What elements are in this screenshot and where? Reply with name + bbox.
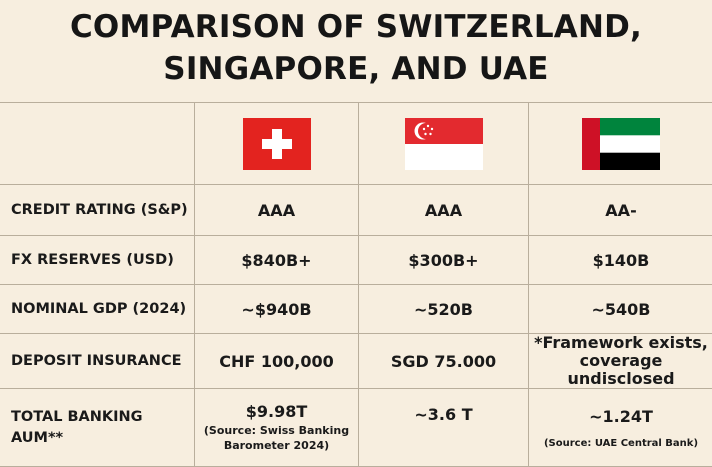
singapore-value: $300B+: [359, 236, 529, 285]
singapore-flag-cell: [359, 103, 529, 185]
singapore-value: AAA: [359, 185, 529, 236]
uae-source-note: (Source: UAE Central Bank): [529, 438, 712, 449]
switzerland-source-note: (Source: Swiss Banking Barometer 2024): [195, 423, 358, 453]
switzerland-value: AAA: [195, 185, 359, 236]
page-title: COMPARISON OF SWITZERLAND, SINGAPORE, AN…: [0, 6, 712, 90]
table-row: TOTAL BANKING AUM** $9.98T (Source: Swis…: [0, 389, 712, 467]
singapore-flag-icon: [405, 118, 483, 170]
row-label: TOTAL BANKING AUM**: [11, 407, 161, 449]
row-label: NOMINAL GDP (2024): [0, 285, 195, 334]
uae-flag-cell: [529, 103, 712, 185]
switzerland-value: CHF 100,000: [195, 334, 359, 389]
flag-row: [0, 103, 712, 185]
uae-value: *Framework exists, coverage undisclosed: [529, 334, 712, 389]
table-row: CREDIT RATING (S&P) AAA AAA AA-: [0, 185, 712, 236]
uae-value: ~540B: [529, 285, 712, 334]
switzerland-value-cell: $9.98T (Source: Swiss Banking Barometer …: [195, 389, 359, 467]
uae-value-cell: ~1.24T (Source: UAE Central Bank): [529, 389, 712, 467]
switzerland-value: ~$940B: [195, 285, 359, 334]
empty-header-cell: [0, 103, 195, 185]
row-label: CREDIT RATING (S&P): [0, 185, 195, 236]
title-line-2: SINGAPORE, AND UAE: [0, 48, 712, 90]
uae-value: ~1.24T: [589, 407, 653, 426]
singapore-value-cell: ~3.6 T: [359, 389, 529, 467]
singapore-value: ~3.6 T: [414, 405, 472, 424]
switzerland-value: $9.98T: [246, 402, 308, 421]
singapore-value: SGD 75.000: [359, 334, 529, 389]
switzerland-value: $840B+: [195, 236, 359, 285]
row-label: FX RESERVES (USD): [0, 236, 195, 285]
uae-value: AA-: [529, 185, 712, 236]
row-label: DEPOSIT INSURANCE: [0, 334, 195, 389]
row-label-cell: TOTAL BANKING AUM**: [0, 389, 195, 467]
uae-flag-icon: [582, 118, 660, 170]
singapore-value: ~520B: [359, 285, 529, 334]
switzerland-flag-icon: [243, 118, 311, 170]
table-row: FX RESERVES (USD) $840B+ $300B+ $140B: [0, 236, 712, 285]
uae-value: $140B: [529, 236, 712, 285]
table-row: NOMINAL GDP (2024) ~$940B ~520B ~540B: [0, 285, 712, 334]
title-line-1: COMPARISON OF SWITZERLAND,: [0, 6, 712, 48]
comparison-table: CREDIT RATING (S&P) AAA AAA AA- FX RESER…: [0, 102, 712, 467]
table-row: DEPOSIT INSURANCE CHF 100,000 SGD 75.000…: [0, 334, 712, 389]
switzerland-flag-cell: [195, 103, 359, 185]
